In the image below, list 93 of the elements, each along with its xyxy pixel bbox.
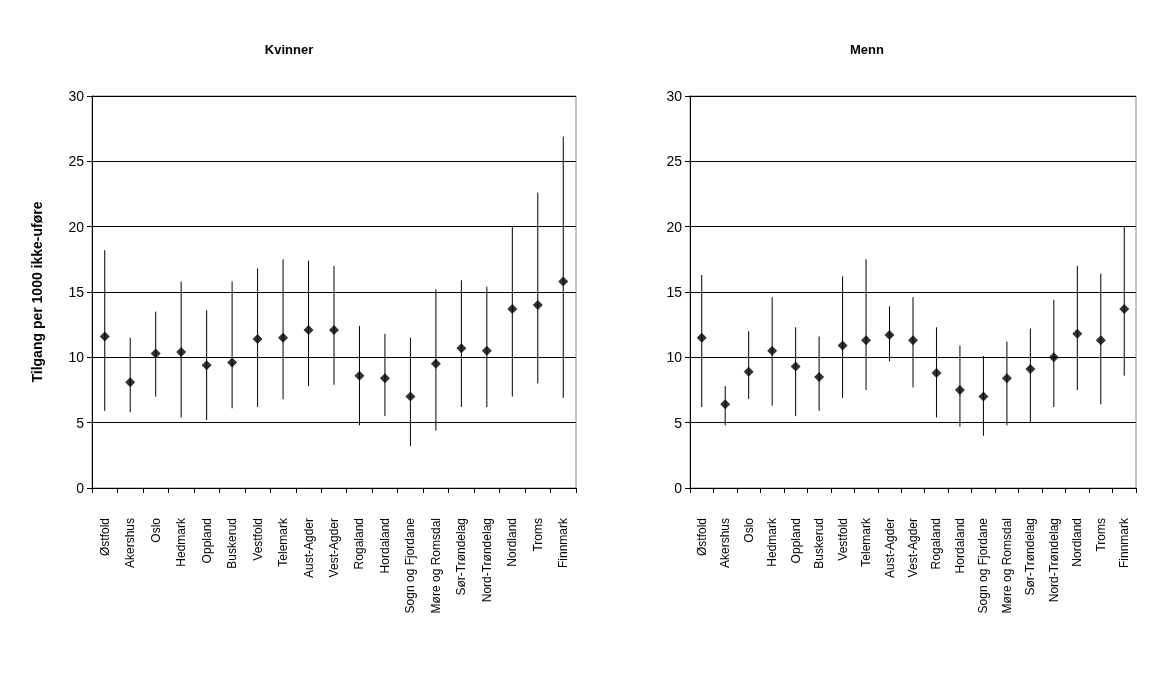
x-tick-label: Troms: [530, 518, 545, 552]
x-tick-label: Vestfold: [835, 518, 850, 561]
x-tick-label: Oppland: [199, 518, 214, 564]
point: [278, 332, 289, 343]
x-tick-label: Hordaland: [377, 518, 392, 574]
y-tick-label: 5: [674, 414, 683, 431]
point: [954, 385, 965, 395]
y-tick-label: 30: [666, 88, 683, 104]
chart-title: Menn: [850, 42, 885, 57]
y-tick-label: 0: [674, 480, 683, 496]
y-tick-label: 15: [666, 284, 683, 300]
x-tick-label: Rogaland: [929, 518, 944, 570]
point: [558, 276, 569, 287]
x-tick-label: Aust-Agder: [882, 518, 897, 579]
point: [908, 335, 918, 346]
x-tick-label: Sør-Trøndelag: [1023, 518, 1038, 596]
point: [252, 334, 263, 345]
y-tick-label: 0: [76, 480, 85, 496]
y-tick-label: 5: [76, 414, 85, 431]
point: [125, 377, 136, 388]
point: [1095, 335, 1106, 346]
x-tick-label: Oslo: [148, 517, 163, 543]
point: [1025, 364, 1036, 375]
y-tick-label: 30: [68, 88, 85, 104]
x-tick-label: Troms: [1093, 518, 1108, 552]
point: [1001, 373, 1012, 384]
y-tick-label: 25: [68, 153, 85, 170]
point: [456, 343, 467, 354]
point: [99, 331, 110, 342]
x-tick-label: Nordland: [1070, 518, 1085, 567]
x-tick-label: Sogn og Fjordane: [976, 517, 991, 614]
point: [303, 324, 314, 335]
x-tick-label: Østfold: [694, 518, 709, 557]
x-tick-label: Buskerud: [225, 518, 240, 569]
point: [405, 391, 416, 402]
point: [790, 361, 801, 372]
y-tick-label: 20: [68, 218, 85, 235]
x-tick-label: Akershus: [123, 518, 138, 569]
point: [743, 366, 754, 377]
point: [767, 345, 778, 356]
x-tick-label: Finnmark: [1117, 517, 1132, 569]
y-axis-title: Tilgang per 1000 ikke-uføre: [29, 201, 45, 383]
x-tick-label: Møre og Romsdal: [999, 518, 1014, 614]
x-tick-label: Oppland: [788, 518, 803, 564]
point: [931, 368, 942, 379]
x-tick-label: Finnmark: [556, 517, 571, 569]
y-tick-label: 25: [666, 153, 683, 170]
x-tick-label: Hedmark: [174, 517, 189, 567]
point: [481, 345, 492, 356]
x-tick-label: Buskerud: [812, 518, 827, 569]
point: [861, 335, 872, 346]
x-tick-label: Oslo: [741, 517, 756, 543]
point: [884, 330, 895, 341]
x-tick-label: Telemark: [859, 517, 874, 567]
x-tick-label: Sogn og Fjordane: [403, 517, 418, 614]
point: [532, 300, 543, 311]
x-tick-label: Hedmark: [765, 517, 780, 567]
x-tick-label: Rogaland: [352, 518, 367, 570]
point: [176, 347, 187, 358]
point: [150, 348, 161, 359]
point: [696, 332, 707, 343]
x-tick-label: Nord-Trøndelag: [1046, 518, 1061, 603]
point: [227, 357, 238, 368]
point: [837, 340, 848, 351]
point: [507, 303, 518, 314]
x-tick-label: Vest-Agder: [906, 518, 920, 578]
x-tick-label: Akershus: [718, 518, 733, 569]
y-tick-label: 10: [666, 349, 683, 366]
point: [430, 358, 441, 369]
point: [1119, 303, 1130, 314]
chart-title: Kvinner: [264, 42, 314, 57]
point: [1072, 328, 1083, 339]
point: [978, 391, 989, 402]
x-tick-label: Telemark: [276, 517, 291, 567]
point: [814, 371, 825, 382]
y-tick-label: 20: [666, 218, 683, 235]
x-tick-label: Vest-Agder: [327, 518, 341, 578]
x-tick-label: Østfold: [97, 518, 112, 557]
point: [720, 399, 731, 410]
x-tick-label: Vestfold: [250, 518, 265, 561]
x-tick-label: Møre og Romsdal: [428, 518, 443, 614]
y-tick-label: 10: [68, 349, 85, 366]
x-tick-label: Nord-Trøndelag: [479, 518, 494, 603]
x-tick-label: Hordaland: [952, 518, 967, 574]
point: [1048, 352, 1059, 363]
x-tick-label: Aust-Agder: [301, 518, 316, 579]
point: [354, 370, 365, 381]
point: [379, 373, 390, 384]
y-tick-label: 15: [68, 284, 85, 300]
x-tick-label: Sør-Trøndelag: [454, 518, 469, 596]
x-tick-label: Nordland: [505, 518, 520, 567]
point: [329, 324, 339, 335]
point: [201, 360, 212, 371]
